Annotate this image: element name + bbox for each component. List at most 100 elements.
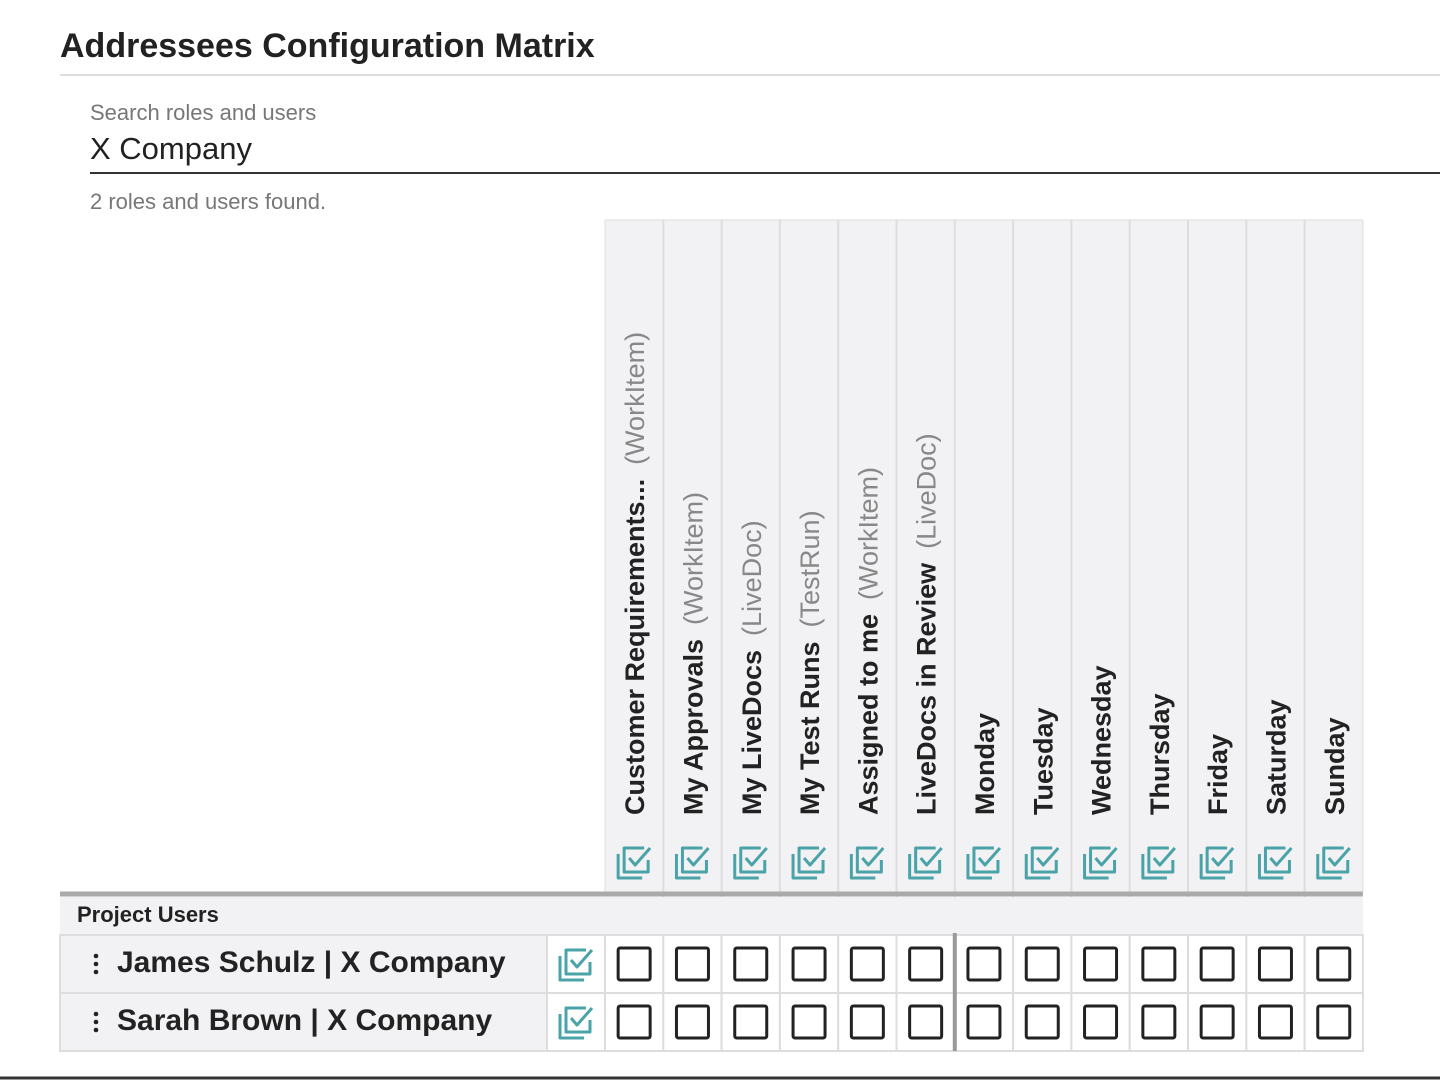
icon-check <box>628 847 652 867</box>
select-all-icon[interactable] <box>558 1006 594 1040</box>
group-row <box>60 897 1363 935</box>
column-type: (LiveDoc) <box>912 433 942 549</box>
icon-box <box>680 846 708 874</box>
icon-check <box>1094 847 1118 867</box>
drag-handle-dot <box>93 1011 99 1017</box>
checkbox[interactable] <box>1024 946 1060 982</box>
icon-back <box>1316 854 1342 880</box>
icon-check <box>569 1007 594 1027</box>
icon-check <box>1152 847 1176 867</box>
icon-box <box>1089 846 1117 874</box>
column-name: Assigned to me <box>853 614 883 815</box>
select-all-icon[interactable] <box>733 846 768 880</box>
select-all-icon[interactable] <box>1083 846 1118 880</box>
column-type: (WorkItem) <box>620 332 650 465</box>
checkbox[interactable] <box>616 946 652 982</box>
column-header: Monday <box>970 713 1000 815</box>
checkbox[interactable] <box>1083 1004 1119 1040</box>
icon-check <box>1327 847 1351 867</box>
column-name: My Approvals <box>678 639 708 815</box>
icon-check <box>919 847 943 867</box>
select-all-icon[interactable] <box>1316 846 1351 880</box>
column-name: Customer Requirements... <box>620 479 650 815</box>
drag-handle-dot <box>93 1027 99 1033</box>
row-name: Sarah Brown | X Company <box>117 1004 492 1037</box>
checkbox[interactable] <box>849 946 885 982</box>
icon-check <box>1211 847 1235 867</box>
checkbox[interactable] <box>1316 946 1352 982</box>
column-header: Thursday <box>1145 693 1175 815</box>
drag-handle-dot <box>93 961 99 967</box>
column-header: Assigned to me (WorkItem) <box>853 467 883 815</box>
select-all-icon[interactable] <box>1199 846 1235 880</box>
icon-box <box>1205 846 1233 874</box>
checkbox[interactable] <box>674 946 710 982</box>
icon-back <box>908 854 934 880</box>
select-all-icon[interactable] <box>966 846 1002 880</box>
column-name: Wednesday <box>1087 665 1117 815</box>
column-name: My LiveDocs <box>737 650 767 815</box>
checkbox[interactable] <box>616 1004 652 1040</box>
select-all-icon[interactable] <box>791 846 827 880</box>
checkbox[interactable] <box>966 1004 1002 1040</box>
checkbox[interactable] <box>1316 1004 1352 1040</box>
select-all-icon[interactable] <box>849 846 885 880</box>
column-header: Sunday <box>1320 717 1350 815</box>
checkbox[interactable] <box>849 1004 885 1040</box>
checkbox[interactable] <box>791 1004 827 1040</box>
select-all-icon[interactable] <box>1141 846 1176 880</box>
icon-back <box>733 854 759 880</box>
icon-check <box>802 847 827 867</box>
column-header: My Approvals (WorkItem) <box>678 492 708 815</box>
drag-handle-dot <box>93 969 99 975</box>
icon-box <box>855 846 883 874</box>
checkbox[interactable] <box>1257 946 1293 982</box>
icon-back <box>849 854 876 880</box>
icon-check <box>861 847 885 867</box>
checkbox[interactable] <box>908 946 944 982</box>
checkbox[interactable] <box>674 1004 710 1040</box>
icon-box <box>564 948 592 976</box>
checkbox[interactable] <box>1083 946 1119 982</box>
checkbox[interactable] <box>1199 946 1235 982</box>
checkbox[interactable] <box>791 946 827 982</box>
column-header: Wednesday <box>1087 665 1117 815</box>
icon-box <box>1263 846 1291 874</box>
icon-back <box>1199 854 1226 880</box>
icon-check <box>569 949 594 969</box>
checkbox[interactable] <box>1141 946 1177 982</box>
checkbox[interactable] <box>908 1004 944 1040</box>
icon-back <box>791 854 818 880</box>
select-all-icon[interactable] <box>616 846 652 880</box>
checkbox[interactable] <box>733 946 769 982</box>
column-header: Friday <box>1203 734 1233 815</box>
icon-box <box>1030 846 1058 874</box>
column-name: My Test Runs <box>795 641 825 815</box>
icon-box <box>739 846 767 874</box>
checkbox[interactable] <box>1141 1004 1177 1040</box>
column-name: Monday <box>970 713 1000 815</box>
select-all-icon[interactable] <box>674 846 710 880</box>
select-all-icon[interactable] <box>1257 846 1293 880</box>
select-all-icon[interactable] <box>908 846 943 880</box>
icon-back <box>558 1014 584 1040</box>
icon-check <box>1036 847 1060 867</box>
select-all-icon[interactable] <box>558 948 594 982</box>
icon-check <box>686 847 710 867</box>
column-type: (WorkItem) <box>678 492 708 625</box>
checkbox[interactable] <box>1257 1004 1293 1040</box>
icon-box <box>622 846 650 874</box>
column-name: Saturday <box>1261 699 1291 815</box>
checkbox[interactable] <box>1024 1004 1060 1040</box>
column-name: Sunday <box>1320 717 1350 815</box>
checkbox[interactable] <box>733 1004 769 1040</box>
header-background <box>604 219 1364 893</box>
icon-box <box>914 846 942 874</box>
checkbox[interactable] <box>966 946 1002 982</box>
search-input[interactable]: X Company <box>90 131 252 166</box>
checkbox[interactable] <box>1199 1004 1235 1040</box>
select-all-icon[interactable] <box>1024 846 1060 880</box>
group-label: Project Users <box>77 902 219 927</box>
icon-back <box>674 854 701 880</box>
